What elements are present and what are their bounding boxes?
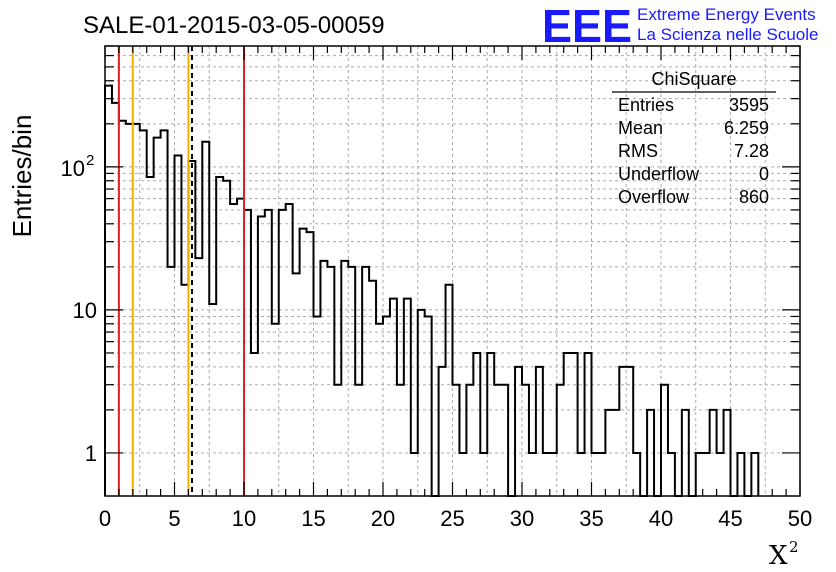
y-tick-label-superscript: 2 [86, 152, 94, 169]
y-tick-label: 10 [61, 156, 85, 181]
x-tick-label: 50 [788, 506, 812, 531]
stats-box: ChiSquare Entries 3595 Mean 6.259 RMS 7.28 Und… [612, 69, 776, 207]
stats-label: RMS [618, 141, 658, 161]
logo-mark: EEE [542, 0, 632, 52]
x-axis-label-base: X [769, 541, 788, 571]
x-tick-label: 45 [718, 506, 742, 531]
x-tick-label: 15 [301, 506, 325, 531]
x-tick-label: 10 [232, 506, 256, 531]
stats-value: 0 [759, 164, 769, 184]
stats-value: 6.259 [724, 118, 769, 138]
x-axis-label: X 2 [769, 538, 799, 571]
stats-value: 3595 [729, 95, 769, 115]
x-tick-label: 25 [440, 506, 464, 531]
x-tick-label: 40 [649, 506, 673, 531]
stats-label: Mean [618, 118, 663, 138]
histogram [104, 84, 760, 497]
stats-label: Underflow [618, 164, 700, 184]
x-tick-label: 30 [510, 506, 534, 531]
stats-title: ChiSquare [651, 69, 736, 89]
stats-value: 7.28 [734, 141, 769, 161]
eee-logo: EEE Extreme Energy Events La Scienza nel… [542, 0, 818, 52]
stats-value: 860 [739, 187, 769, 207]
logo-line2: La Scienza nelle Scuole [637, 25, 818, 44]
x-tick-label: 0 [99, 506, 111, 531]
x-tick-label: 20 [371, 506, 395, 531]
stats-label: Overflow [618, 187, 690, 207]
histogram-outline [104, 84, 760, 497]
logo-line1: Extreme Energy Events [637, 5, 816, 24]
y-tick-label: 1 [85, 441, 97, 466]
x-tick-label: 5 [168, 506, 180, 531]
x-axis-label-superscript: 2 [789, 538, 799, 556]
y-axis-label: Entries/bin [7, 115, 37, 238]
vertical-lines [117, 46, 245, 496]
x-tick-label: 35 [579, 506, 603, 531]
stats-label: Entries [618, 95, 674, 115]
chart-title: SALE-01-2015-03-05-00059 [83, 12, 385, 39]
y-tick-label: 10 [73, 298, 97, 323]
